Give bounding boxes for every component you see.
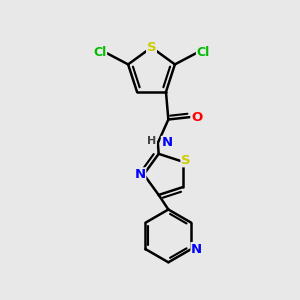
Text: N: N: [161, 136, 172, 149]
Text: N: N: [191, 243, 202, 256]
Text: Cl: Cl: [93, 46, 106, 59]
Text: H: H: [147, 136, 156, 146]
Text: S: S: [147, 41, 156, 54]
Text: Cl: Cl: [196, 46, 210, 59]
Text: S: S: [181, 154, 190, 167]
Text: O: O: [191, 111, 202, 124]
Text: N: N: [135, 168, 146, 181]
